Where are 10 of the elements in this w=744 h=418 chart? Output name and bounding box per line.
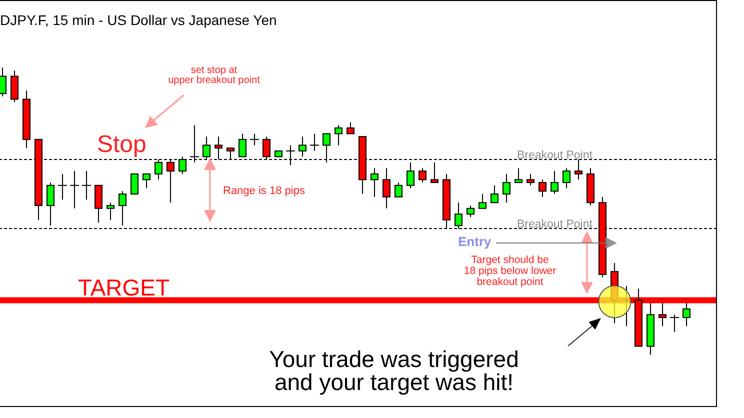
annotation: Your trade was triggered and your target was hit! [268,346,520,396]
ref-line-label: TARGET [78,274,170,300]
ref-line-label: Breakout Point [517,218,594,230]
annotation: Stop [97,131,148,158]
chart-title: DJPY.F, 15 min - US Dollar vs Japanese Yen [0,12,277,28]
annotation: Entry [458,234,492,249]
annotation: set stop at upper breakout point [167,65,261,86]
ref-line-label: Breakout Point [517,150,594,162]
annotation: Range is 18 pips [223,185,306,197]
annotation: Target should be 18 pips below lower breakout point [462,254,558,288]
